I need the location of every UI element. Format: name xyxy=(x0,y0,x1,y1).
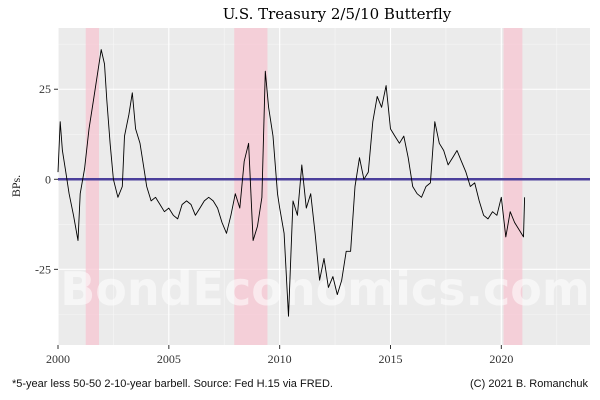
y-tick-label: 25 xyxy=(39,82,51,96)
y-tick-label: 0 xyxy=(45,172,51,186)
x-tick-label: 2010 xyxy=(268,352,292,366)
series-line xyxy=(57,49,526,317)
y-axis-label: BPs. xyxy=(9,175,23,197)
x-tick-label: 2020 xyxy=(489,352,513,366)
recession-band xyxy=(503,28,523,345)
watermark-text: BondEconomics.com xyxy=(60,262,590,316)
x-tick-label: 2005 xyxy=(157,352,181,366)
plot-area: BondEconomics.com xyxy=(57,28,590,345)
series-group xyxy=(57,49,526,317)
watermark: BondEconomics.com xyxy=(60,262,590,316)
y-axis-ticks: -25 0 25 xyxy=(35,82,58,276)
copyright: (C) 2021 B. Romanchuk xyxy=(470,378,588,390)
footnote: *5-year less 50-50 2-10-year barbell. So… xyxy=(12,378,333,390)
chart-title: U.S. Treasury 2/5/10 Butterfly xyxy=(223,5,452,23)
x-tick-label: 2015 xyxy=(379,352,403,366)
x-tick-label: 2000 xyxy=(46,352,70,366)
x-axis-ticks: 2000 2005 2010 2015 2020 xyxy=(46,345,513,366)
y-tick-label: -25 xyxy=(35,262,51,276)
recession-band xyxy=(85,28,100,345)
